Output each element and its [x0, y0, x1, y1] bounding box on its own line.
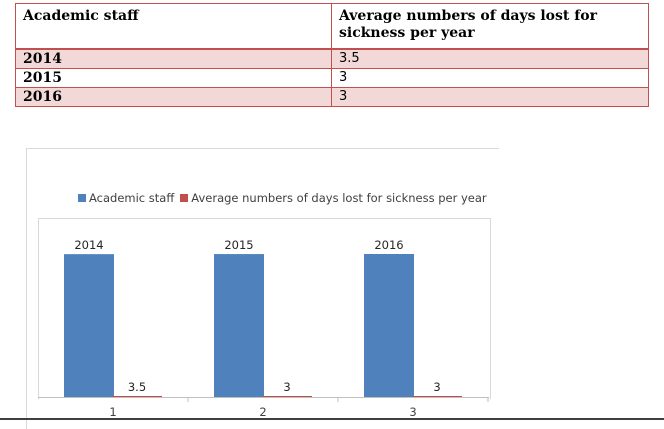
legend-swatch-red: [180, 194, 189, 202]
legend-item-academic-staff: Academic staff: [78, 191, 174, 205]
plot-area: [38, 218, 491, 399]
header-cell-average-days: Average numbers of days lost for sicknes…: [331, 3, 649, 50]
x-tick-label: 1: [109, 405, 116, 419]
bar-academic-staff: [64, 254, 114, 397]
data-label: 3: [283, 380, 290, 394]
bar-average-days: [262, 396, 312, 397]
data-label: 2016: [374, 238, 403, 252]
sickness-table: Academic staff Average numbers of days l…: [15, 3, 649, 107]
legend-label: Average numbers of days lost for sicknes…: [191, 191, 487, 205]
legend-item-average-days: Average numbers of days lost for sicknes…: [180, 191, 487, 205]
data-label: 2015: [224, 238, 253, 252]
chart-legend: Academic staff Average numbers of days l…: [78, 191, 493, 205]
table-row: 2016 3: [15, 87, 649, 107]
bar-average-days: [112, 396, 162, 397]
data-label: 3.5: [128, 380, 146, 394]
table-header-row: Academic staff Average numbers of days l…: [15, 3, 649, 50]
x-tick-label: 3: [409, 405, 416, 419]
bar-average-days: [412, 396, 462, 397]
table-row: 2015 3: [15, 68, 649, 88]
value-cell: 3.5: [331, 48, 649, 69]
legend-label: Academic staff: [89, 191, 175, 205]
chart-frame: [26, 148, 499, 429]
data-label: 2014: [74, 238, 103, 252]
year-cell: 2014: [15, 48, 332, 69]
value-cell: 3: [331, 87, 649, 107]
page-divider: [0, 418, 664, 420]
header-cell-academic-staff: Academic staff: [15, 3, 332, 50]
bar-academic-staff: [364, 254, 414, 397]
bar-academic-staff: [214, 254, 264, 397]
legend-swatch-blue: [78, 194, 86, 202]
year-cell: 2016: [15, 87, 332, 107]
table-row: 2014 3.5: [15, 48, 649, 69]
x-tick-label: 2: [259, 405, 266, 419]
data-label: 3: [433, 380, 440, 394]
